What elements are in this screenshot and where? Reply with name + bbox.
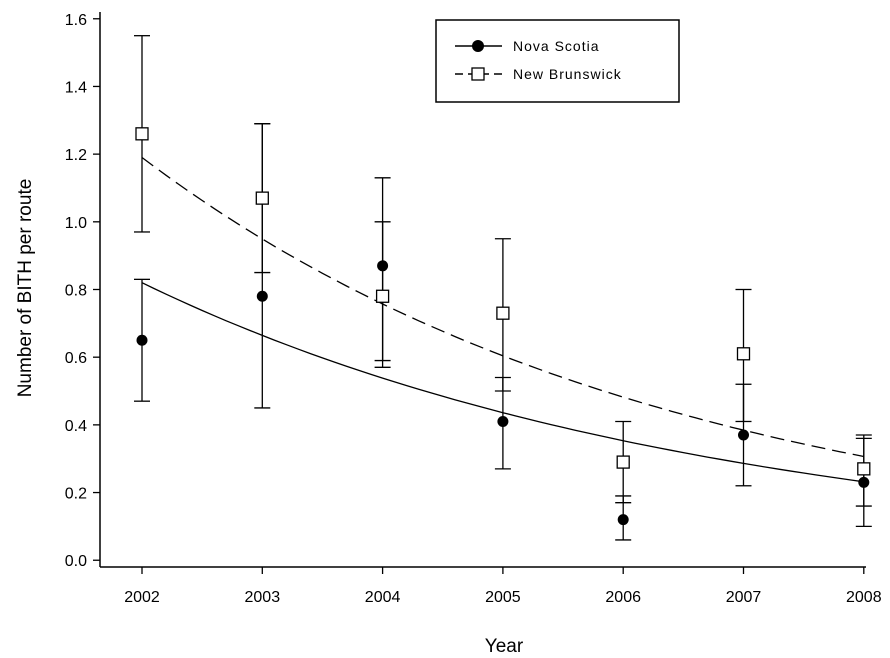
point-new-brunswick bbox=[496, 306, 510, 320]
y-tick-label: 0.6 bbox=[65, 350, 87, 367]
legend: Nova Scotia New Brunswick bbox=[435, 19, 680, 103]
markers bbox=[135, 127, 871, 526]
x-axis-title: Year bbox=[485, 636, 524, 657]
x-tick-label: 2008 bbox=[846, 589, 882, 606]
error-bars bbox=[134, 35, 872, 541]
legend-box bbox=[435, 19, 680, 103]
point-new-brunswick bbox=[255, 191, 269, 205]
point-new-brunswick bbox=[375, 289, 390, 303]
point-nova-scotia bbox=[497, 415, 509, 427]
point-nova-scotia bbox=[738, 429, 749, 441]
point-new-brunswick bbox=[616, 455, 630, 469]
point-new-brunswick bbox=[857, 462, 871, 476]
y-tick-label: 0.8 bbox=[65, 283, 87, 300]
y-tick-label: 0.0 bbox=[65, 553, 87, 570]
legend-marker-nova-scotia bbox=[472, 40, 484, 52]
point-nova-scotia bbox=[617, 514, 629, 526]
y-tick-label: 1.0 bbox=[65, 215, 87, 232]
legend-label-new-brunswick: New Brunswick bbox=[513, 66, 622, 82]
y-tick-label: 0.2 bbox=[65, 486, 87, 503]
point-new-brunswick bbox=[135, 127, 149, 141]
x-tick-label: 2002 bbox=[124, 589, 160, 606]
x-tick-label: 2006 bbox=[605, 589, 641, 606]
y-tick-label: 1.2 bbox=[65, 147, 87, 164]
x-tick-label: 2004 bbox=[365, 589, 401, 606]
point-nova-scotia bbox=[256, 290, 268, 302]
legend-marker-new-brunswick bbox=[471, 67, 485, 81]
y-axis-title: Number of BITH per route bbox=[15, 179, 36, 398]
point-nova-scotia bbox=[136, 334, 148, 346]
y-tick-label: 1.4 bbox=[65, 79, 87, 96]
point-nova-scotia bbox=[858, 476, 870, 488]
y-tick-label: 1.6 bbox=[65, 12, 87, 29]
x-tick-label: 2003 bbox=[245, 589, 281, 606]
y-tick-label: 0.4 bbox=[65, 418, 87, 435]
ticks: 0.0 0.2 0.4 0.6 0.8 1.0 1.2 1.4 1.6 2002 2003 2004 2… bbox=[65, 12, 882, 606]
legend-label-nova-scotia: Nova Scotia bbox=[513, 38, 599, 54]
point-new-brunswick bbox=[736, 347, 751, 361]
x-tick-label: 2005 bbox=[485, 589, 521, 606]
point-nova-scotia bbox=[377, 260, 389, 272]
x-tick-label: 2007 bbox=[726, 589, 762, 606]
